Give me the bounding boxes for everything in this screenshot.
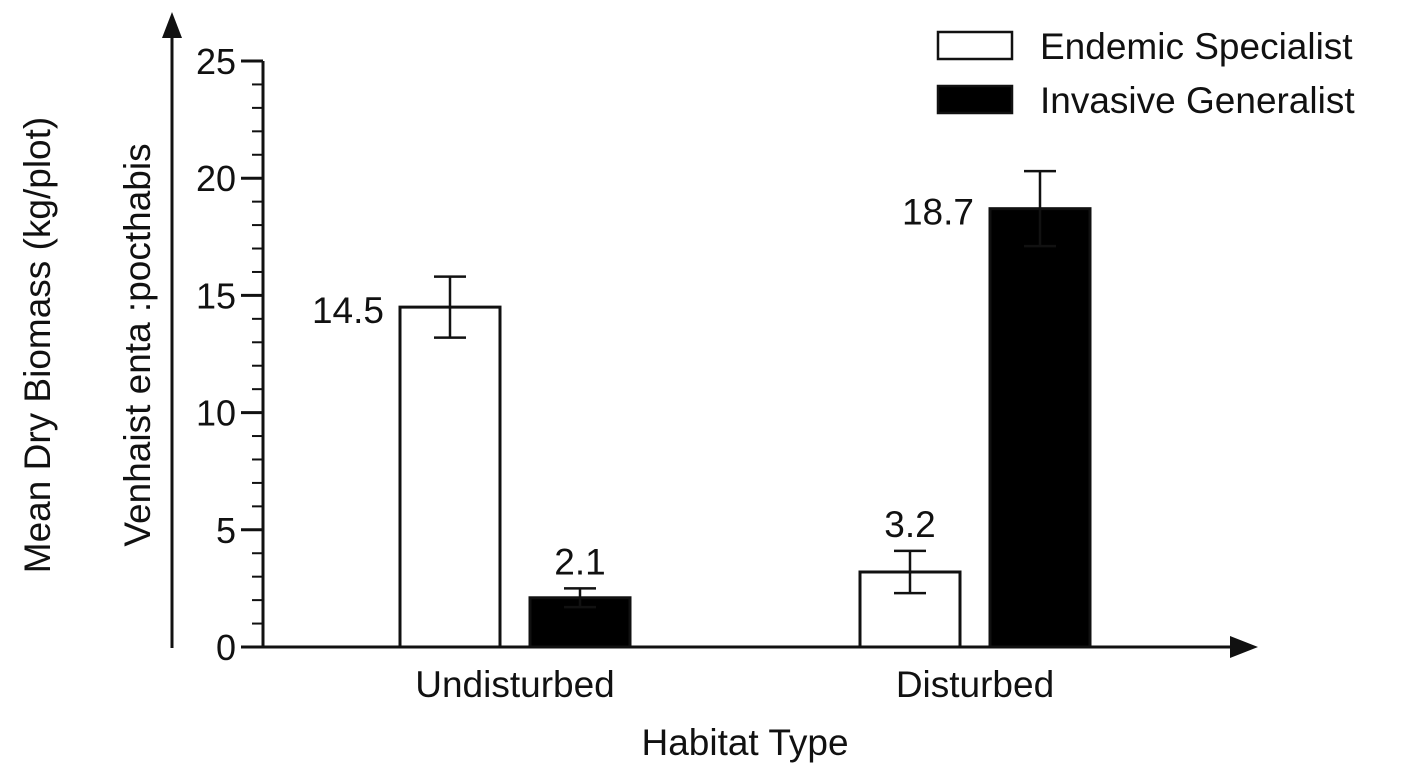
y-tick-label: 15	[196, 275, 236, 316]
data-label: 2.1	[554, 541, 605, 582]
data-label: 3.2	[884, 504, 935, 545]
bar	[398, 305, 502, 649]
y-axis-title-secondary: Venhaist enta :pocthabis	[117, 143, 158, 546]
y-axis-title: Mean Dry Biomass (kg/plot)	[17, 117, 58, 573]
data-label: 18.7	[902, 192, 974, 233]
legend-label: Endemic Specialist	[1040, 26, 1353, 67]
y-tick-label: 10	[196, 393, 236, 434]
legend-swatch	[936, 84, 1014, 115]
y-tick-label: 25	[196, 41, 236, 82]
x-tick-label: Undisturbed	[415, 664, 615, 705]
bar	[858, 570, 962, 649]
secondary-y-axis-arrowhead	[162, 12, 182, 38]
x-tick-label: Disturbed	[896, 664, 1054, 705]
y-tick-label: 20	[196, 158, 236, 199]
x-axis-title: Habitat Type	[641, 722, 848, 763]
y-tick-label: 5	[216, 510, 236, 551]
y-tick-label: 0	[216, 627, 236, 668]
legend: Endemic Specialist Invasive Generalist	[936, 26, 1355, 121]
legend-label: Invasive Generalist	[1040, 80, 1355, 121]
x-axis-arrowhead	[1230, 636, 1258, 658]
data-label: 14.5	[312, 290, 384, 331]
legend-swatch	[936, 30, 1014, 61]
chart-labels: Undisturbed 14.5 2.1 Disturbed 3.2 18.7	[312, 192, 1054, 705]
chart-bars	[398, 169, 1092, 649]
bar	[988, 207, 1092, 649]
